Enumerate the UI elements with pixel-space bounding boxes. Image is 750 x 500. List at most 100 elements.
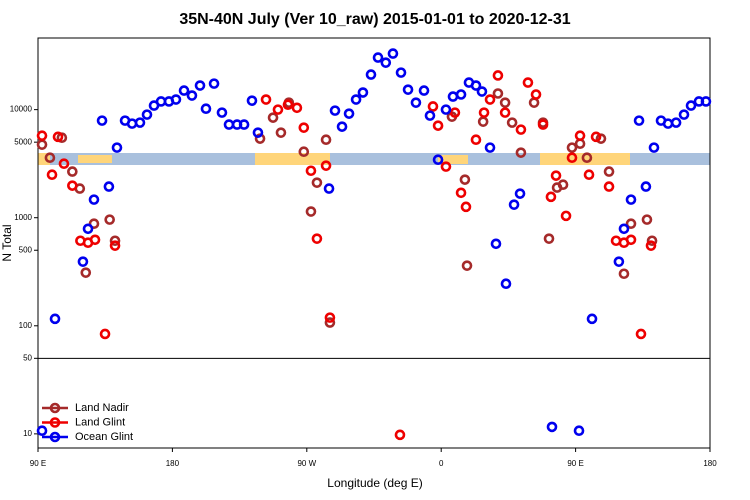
point <box>662 118 674 129</box>
point <box>275 127 287 138</box>
point <box>418 85 430 96</box>
point <box>461 260 473 271</box>
point <box>499 97 511 108</box>
map-strip <box>38 153 710 165</box>
point <box>216 107 228 118</box>
point <box>574 130 586 141</box>
point <box>365 69 377 80</box>
point <box>36 130 48 141</box>
point <box>320 134 332 145</box>
point <box>77 256 89 267</box>
point <box>67 166 78 177</box>
point <box>88 194 100 205</box>
point <box>477 116 489 127</box>
point <box>103 181 115 192</box>
point <box>440 161 452 172</box>
point <box>350 94 362 105</box>
point <box>641 214 653 225</box>
point <box>470 134 482 145</box>
point <box>613 256 625 267</box>
point <box>484 142 496 153</box>
point <box>700 96 712 107</box>
point <box>583 169 595 181</box>
point <box>298 146 310 158</box>
point <box>618 223 630 235</box>
point <box>80 267 92 278</box>
point <box>514 188 526 199</box>
point <box>618 268 630 280</box>
point <box>528 97 540 108</box>
point <box>291 102 303 114</box>
point <box>141 109 153 120</box>
point <box>603 166 615 177</box>
point <box>58 158 70 170</box>
point <box>99 328 111 340</box>
point <box>82 223 94 235</box>
plot-frame <box>37 37 711 449</box>
point <box>545 191 557 203</box>
point <box>200 103 212 115</box>
point <box>311 233 323 244</box>
y-tick-label: 5000 <box>14 137 32 146</box>
x-tick-label: 90 E <box>567 459 583 468</box>
point <box>603 181 615 192</box>
point <box>432 154 444 166</box>
point <box>427 101 439 112</box>
y-axis-label: N Total <box>0 224 14 261</box>
point <box>49 313 61 325</box>
x-axis-label: Longitude (deg E) <box>327 476 422 490</box>
point <box>357 87 369 98</box>
point <box>134 117 146 128</box>
point <box>550 170 562 181</box>
point <box>260 94 272 105</box>
point <box>492 70 504 81</box>
point <box>581 152 593 164</box>
x-tick-label: 0 <box>439 459 444 468</box>
point <box>320 160 332 171</box>
point <box>648 142 660 153</box>
point <box>459 174 471 185</box>
point <box>305 206 317 217</box>
point <box>478 107 490 118</box>
point <box>678 109 690 120</box>
point <box>522 77 534 88</box>
point <box>298 122 310 133</box>
point <box>52 131 64 143</box>
point <box>557 179 569 191</box>
legend-marker <box>49 431 61 443</box>
point <box>646 235 658 247</box>
point <box>460 201 472 213</box>
point <box>46 169 58 181</box>
point <box>186 90 198 101</box>
point <box>111 142 123 153</box>
point <box>590 131 602 143</box>
point <box>508 199 520 210</box>
point <box>500 278 512 290</box>
point <box>109 235 121 247</box>
point <box>395 67 407 78</box>
y-tick-label: 10 <box>23 429 32 438</box>
point <box>506 117 518 128</box>
point <box>546 421 558 433</box>
point <box>104 214 115 225</box>
point <box>282 99 294 111</box>
point <box>246 95 258 106</box>
point <box>272 104 284 115</box>
point <box>402 84 414 95</box>
point <box>455 187 467 199</box>
point <box>476 86 488 97</box>
point <box>490 238 502 250</box>
point <box>88 218 100 230</box>
legend-marker <box>49 402 61 414</box>
point <box>372 52 384 63</box>
y-tick-label: 50 <box>23 353 32 362</box>
point <box>685 100 697 111</box>
point <box>470 80 482 91</box>
point <box>543 233 555 244</box>
point <box>595 133 607 144</box>
point <box>311 177 323 188</box>
point <box>67 180 78 191</box>
point <box>194 80 206 91</box>
point <box>633 115 645 126</box>
